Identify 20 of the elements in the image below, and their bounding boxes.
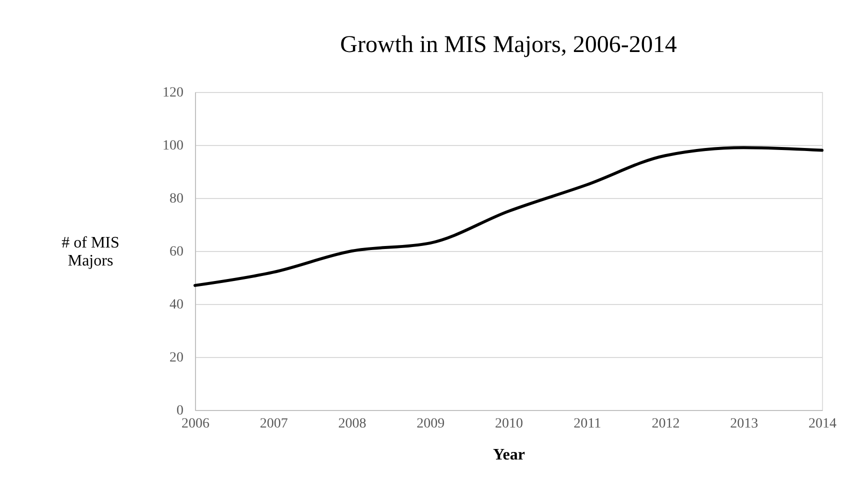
x-tick-label: 2006 bbox=[182, 416, 210, 432]
y-tick-label: 60 bbox=[170, 244, 184, 260]
chart-title: Growth in MIS Majors, 2006-2014 bbox=[340, 32, 677, 58]
x-tick-label: 2008 bbox=[338, 416, 366, 432]
y-tick-label: 40 bbox=[170, 298, 184, 312]
y-tick-label: 120 bbox=[162, 86, 184, 100]
x-tick-label: 2007 bbox=[260, 416, 288, 432]
x-tick-label: 2011 bbox=[574, 416, 602, 432]
y-tick-label: 20 bbox=[170, 350, 184, 366]
y-tick-label: 0 bbox=[176, 404, 184, 418]
x-tick-label: 2012 bbox=[652, 416, 680, 432]
x-tick-label: 2014 bbox=[808, 416, 836, 432]
x-tick-label: 2013 bbox=[730, 416, 758, 432]
y-tick-label: 80 bbox=[170, 192, 184, 206]
x-tick-label: 2009 bbox=[416, 416, 445, 432]
line-series bbox=[194, 146, 824, 287]
x-tick-label: 2010 bbox=[495, 416, 523, 432]
y-axis-title: # of MIS Majors bbox=[62, 234, 120, 270]
x-axis-title: Year bbox=[493, 446, 525, 464]
y-tick-label: 100 bbox=[162, 138, 184, 154]
